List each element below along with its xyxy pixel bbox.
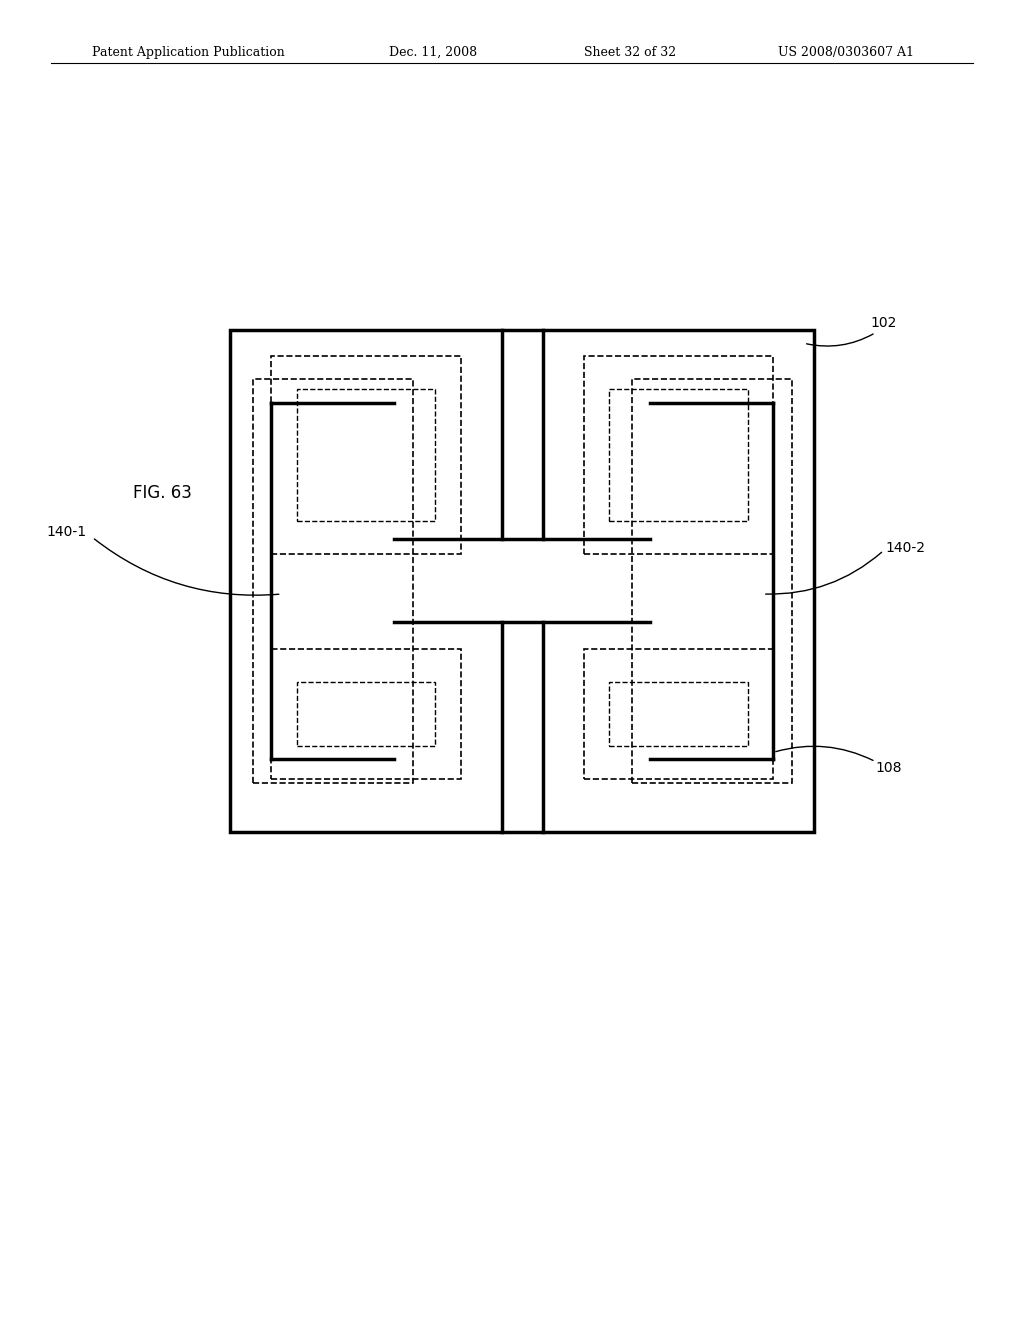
Text: 108: 108 — [876, 762, 902, 775]
Bar — [609, 681, 748, 746]
Text: FIG. 63: FIG. 63 — [133, 483, 191, 502]
Text: 140-2: 140-2 — [886, 541, 926, 554]
Bar — [253, 379, 413, 783]
Bar — [584, 648, 773, 779]
Bar — [297, 681, 435, 746]
Text: Sheet 32 of 32: Sheet 32 of 32 — [584, 46, 676, 59]
Bar — [609, 389, 748, 521]
Bar — [297, 389, 435, 521]
Bar — [632, 379, 792, 783]
Bar — [271, 648, 461, 779]
Text: 102: 102 — [870, 317, 897, 330]
Bar — [271, 356, 461, 554]
Text: US 2008/0303607 A1: US 2008/0303607 A1 — [778, 46, 914, 59]
Bar — [230, 330, 814, 832]
Text: Patent Application Publication: Patent Application Publication — [92, 46, 285, 59]
Bar — [584, 356, 773, 554]
Text: Dec. 11, 2008: Dec. 11, 2008 — [389, 46, 477, 59]
Text: 140-1: 140-1 — [47, 525, 87, 539]
